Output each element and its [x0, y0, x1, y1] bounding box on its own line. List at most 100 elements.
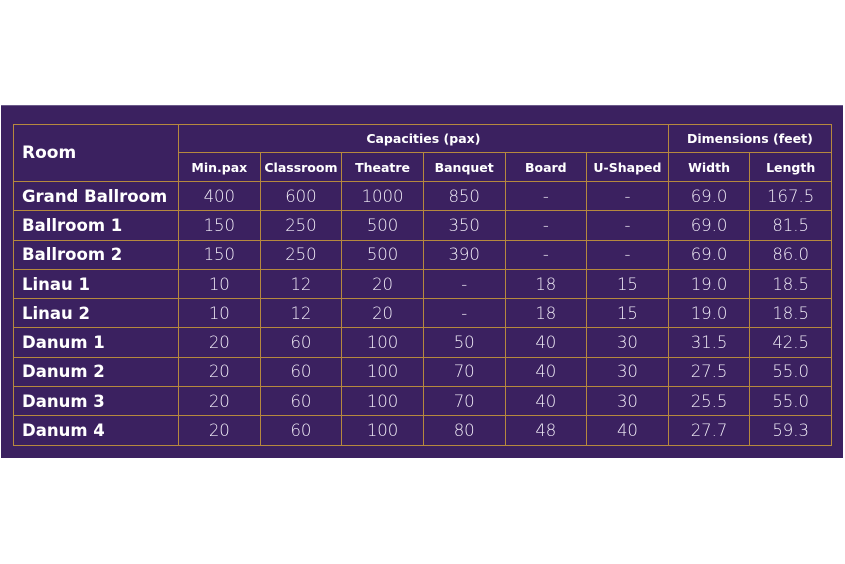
cell-theatre: 100 [341, 356, 424, 388]
header-banquet: Banquet [422, 152, 506, 182]
cell-theatre: 1000 [341, 180, 424, 212]
cell-board: 40 [504, 386, 588, 417]
cell-u-shaped: - [586, 239, 669, 270]
cell-u-shaped: 15 [586, 268, 669, 300]
header-classroom: Classroom [259, 152, 343, 182]
cell-width: 27.7 [667, 415, 751, 446]
cell-min-pax: 20 [178, 415, 261, 446]
cell-theatre: 100 [341, 327, 424, 358]
cell-min-pax: 20 [178, 356, 261, 388]
table-row: Danum 1 20 60 100 50 40 30 31.5 42.5 [13, 327, 832, 358]
cell-u-shaped: - [586, 180, 669, 212]
cell-width: 27.5 [667, 356, 751, 388]
table-row: Danum 2 20 60 100 70 40 30 27.5 55.0 [13, 356, 832, 388]
room-name: Grand Ballroom [13, 180, 179, 212]
cell-length: 59.3 [749, 415, 832, 446]
cell-length: 86.0 [749, 239, 832, 270]
cell-banquet: 50 [422, 327, 506, 358]
header-theatre: Theatre [341, 152, 424, 182]
cell-u-shaped: 30 [586, 386, 669, 417]
cell-theatre: 500 [341, 210, 424, 241]
cell-banquet: - [422, 298, 506, 329]
table-row: Linau 2 10 12 20-18 15 19.0 18.5 [13, 298, 832, 329]
cell-board: 18 [504, 298, 588, 329]
header-capacities: Capacities (pax) [178, 124, 669, 153]
table-row: Ballroom 2 150 250 500 390- -69.0 86.0 [13, 239, 832, 270]
cell-min-pax: 20 [178, 327, 261, 358]
room-name: Linau 2 [13, 298, 179, 329]
cell-banquet: 350 [422, 210, 506, 241]
cell-classroom: 600 [259, 180, 343, 212]
room-name: Ballroom 2 [13, 239, 179, 270]
cell-classroom: 60 [259, 356, 343, 388]
header-width: Width [667, 152, 751, 182]
room-name: Ballroom 1 [13, 210, 179, 241]
table-row: Danum 4 20 60 100 80 48 40 27.7 59.3 [13, 415, 832, 446]
cell-classroom: 12 [259, 268, 343, 300]
cell-theatre: 20 [341, 268, 424, 300]
cell-min-pax: 150 [178, 210, 261, 241]
cell-u-shaped: 30 [586, 327, 669, 358]
cell-length: 42.5 [749, 327, 832, 358]
cell-u-shaped: 40 [586, 415, 669, 446]
cell-board: - [504, 180, 588, 212]
cell-classroom: 250 [259, 239, 343, 270]
cell-width: 31.5 [667, 327, 751, 358]
cell-banquet: 70 [422, 386, 506, 417]
room-name: Danum 4 [13, 415, 179, 446]
cell-width: 19.0 [667, 298, 751, 329]
cell-length: 81.5 [749, 210, 832, 241]
cell-board: 18 [504, 268, 588, 300]
header-room: Room [13, 124, 179, 182]
cell-min-pax: 400 [178, 180, 261, 212]
cell-width: 19.0 [667, 268, 751, 300]
cell-theatre: 100 [341, 415, 424, 446]
cell-length: 18.5 [749, 268, 832, 300]
cell-board: - [504, 210, 588, 241]
room-name: Linau 1 [13, 268, 179, 300]
room-name: Danum 3 [13, 386, 179, 417]
cell-length: 55.0 [749, 356, 832, 388]
cell-min-pax: 10 [178, 268, 261, 300]
cell-banquet: 80 [422, 415, 506, 446]
header-min-pax: Min.pax [178, 152, 261, 182]
cell-board: - [504, 239, 588, 270]
cell-classroom: 60 [259, 386, 343, 417]
cell-length: 55.0 [749, 386, 832, 417]
table-row: Danum 3 20 60 100 70 40 30 25.5 55.0 [13, 386, 832, 417]
table-row: Grand Ballroom 400 600 1000 850- -69.0 167.5 [13, 180, 832, 212]
cell-classroom: 250 [259, 210, 343, 241]
cell-board: 48 [504, 415, 588, 446]
cell-classroom: 60 [259, 327, 343, 358]
header-length: Length [749, 152, 832, 182]
header-dimensions: Dimensions (feet) [667, 124, 833, 153]
cell-min-pax: 10 [178, 298, 261, 329]
cell-length: 167.5 [749, 180, 832, 212]
cell-classroom: 60 [259, 415, 343, 446]
table-row: Linau 1 10 12 20-18 15 19.0 18.5 [13, 268, 832, 300]
cell-banquet: - [422, 268, 506, 300]
room-name: Danum 2 [13, 356, 179, 388]
cell-width: 69.0 [667, 239, 751, 270]
cell-theatre: 20 [341, 298, 424, 329]
cell-banquet: 70 [422, 356, 506, 388]
cell-u-shaped: 30 [586, 356, 669, 388]
header-board: Board [504, 152, 588, 182]
cell-min-pax: 20 [178, 386, 261, 417]
cell-width: 25.5 [667, 386, 751, 417]
cell-min-pax: 150 [178, 239, 261, 270]
cell-width: 69.0 [667, 180, 751, 212]
cell-banquet: 390 [422, 239, 506, 270]
cell-classroom: 12 [259, 298, 343, 329]
header-u-shaped: U-Shaped [586, 152, 669, 182]
capacity-panel: Room Capacities (pax) Dimensions (feet) … [1, 105, 843, 458]
cell-board: 40 [504, 356, 588, 388]
table-row: Ballroom 1 150 250 500 350- -69.0 81.5 [13, 210, 832, 241]
room-name: Danum 1 [13, 327, 179, 358]
cell-banquet: 850 [422, 180, 506, 212]
cell-theatre: 500 [341, 239, 424, 270]
room-capacity-table: Room Capacities (pax) Dimensions (feet) … [13, 124, 833, 446]
cell-theatre: 100 [341, 386, 424, 417]
cell-u-shaped: - [586, 210, 669, 241]
cell-board: 40 [504, 327, 588, 358]
